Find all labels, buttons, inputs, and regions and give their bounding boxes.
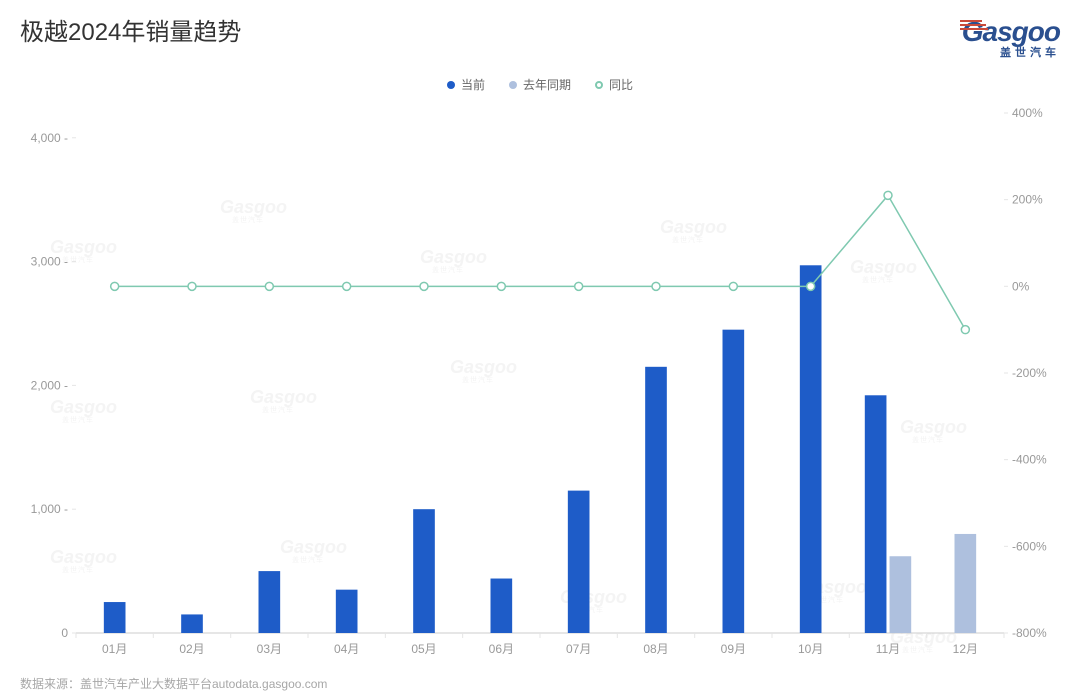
svg-text:盖世汽车: 盖世汽车 — [462, 375, 494, 384]
source-attribution: 数据来源：盖世汽车产业大数据平台autodata.gasgoo.com — [20, 675, 327, 692]
svg-text:Gasgoo: Gasgoo — [850, 257, 917, 277]
legend-item-lastyear: 去年同期 — [509, 76, 571, 93]
chart-container: Gasgoo盖世汽车Gasgoo盖世汽车Gasgoo盖世汽车Gasgoo盖世汽车… — [20, 103, 1060, 663]
legend-label-current: 当前 — [461, 76, 485, 93]
svg-text:Gasgoo: Gasgoo — [420, 247, 487, 267]
svg-text:Gasgoo: Gasgoo — [250, 387, 317, 407]
legend-item-current: 当前 — [447, 76, 485, 93]
header: 极越2024年销量趋势 Gasgoo 盖世汽车 — [0, 0, 1080, 60]
svg-text:-600%: -600% — [1012, 539, 1047, 553]
svg-text:02月: 02月 — [179, 642, 204, 656]
svg-text:10月: 10月 — [798, 642, 823, 656]
svg-text:盖世汽车: 盖世汽车 — [912, 435, 944, 444]
svg-text:盖世汽车: 盖世汽车 — [62, 415, 94, 424]
svg-text:Gasgoo: Gasgoo — [450, 357, 517, 377]
svg-text:3,000 -: 3,000 - — [31, 255, 68, 269]
legend-label-yoy: 同比 — [609, 76, 633, 93]
svg-text:盖世汽车: 盖世汽车 — [262, 405, 294, 414]
svg-text:05月: 05月 — [411, 642, 436, 656]
svg-text:11月: 11月 — [876, 642, 900, 656]
legend-item-yoy: 同比 — [595, 76, 633, 93]
svg-text:200%: 200% — [1012, 193, 1043, 207]
legend-marker-current — [447, 81, 455, 89]
svg-text:Gasgoo: Gasgoo — [220, 197, 287, 217]
legend-marker-lastyear — [509, 81, 517, 89]
svg-text:04月: 04月 — [334, 642, 359, 656]
svg-text:07月: 07月 — [566, 642, 591, 656]
svg-text:Gasgoo: Gasgoo — [50, 397, 117, 417]
brand-logo-rest: asgoo — [983, 16, 1060, 47]
svg-text:盖世汽车: 盖世汽车 — [432, 265, 464, 274]
svg-text:03月: 03月 — [257, 642, 282, 656]
svg-text:1,000 -: 1,000 - — [31, 502, 68, 516]
svg-text:06月: 06月 — [489, 642, 514, 656]
svg-text:-800%: -800% — [1012, 626, 1047, 640]
brand-logo-stripes — [960, 20, 988, 32]
chart-legend: 当前 去年同期 同比 — [0, 76, 1080, 93]
svg-text:盖世汽车: 盖世汽车 — [902, 645, 934, 654]
svg-text:Gasgoo: Gasgoo — [280, 537, 347, 557]
svg-text:2,000 -: 2,000 - — [31, 378, 68, 392]
legend-label-lastyear: 去年同期 — [523, 76, 571, 93]
svg-text:0%: 0% — [1012, 279, 1030, 293]
combo-chart: Gasgoo盖世汽车Gasgoo盖世汽车Gasgoo盖世汽车Gasgoo盖世汽车… — [20, 103, 1060, 663]
svg-text:盖世汽车: 盖世汽车 — [232, 215, 264, 224]
svg-text:400%: 400% — [1012, 106, 1043, 120]
svg-text:Gasgoo: Gasgoo — [900, 417, 967, 437]
svg-text:0: 0 — [61, 626, 68, 640]
brand-logo: Gasgoo 盖世汽车 — [962, 16, 1060, 60]
svg-text:01月: 01月 — [102, 642, 127, 656]
svg-text:盖世汽车: 盖世汽车 — [672, 235, 704, 244]
svg-text:12月: 12月 — [953, 642, 978, 656]
svg-text:-400%: -400% — [1012, 453, 1047, 467]
page-title: 极越2024年销量趋势 — [20, 12, 241, 47]
brand-logo-text: Gasgoo — [962, 16, 1060, 48]
svg-text:盖世汽车: 盖世汽车 — [862, 275, 894, 284]
svg-text:08月: 08月 — [643, 642, 668, 656]
svg-text:-200%: -200% — [1012, 366, 1047, 380]
svg-text:Gasgoo: Gasgoo — [660, 217, 727, 237]
svg-text:09月: 09月 — [721, 642, 746, 656]
svg-text:Gasgoo: Gasgoo — [50, 547, 117, 567]
svg-text:盖世汽车: 盖世汽车 — [62, 565, 94, 574]
svg-text:4,000 -: 4,000 - — [31, 131, 68, 145]
svg-text:盖世汽车: 盖世汽车 — [292, 555, 324, 564]
legend-marker-yoy — [595, 81, 603, 89]
